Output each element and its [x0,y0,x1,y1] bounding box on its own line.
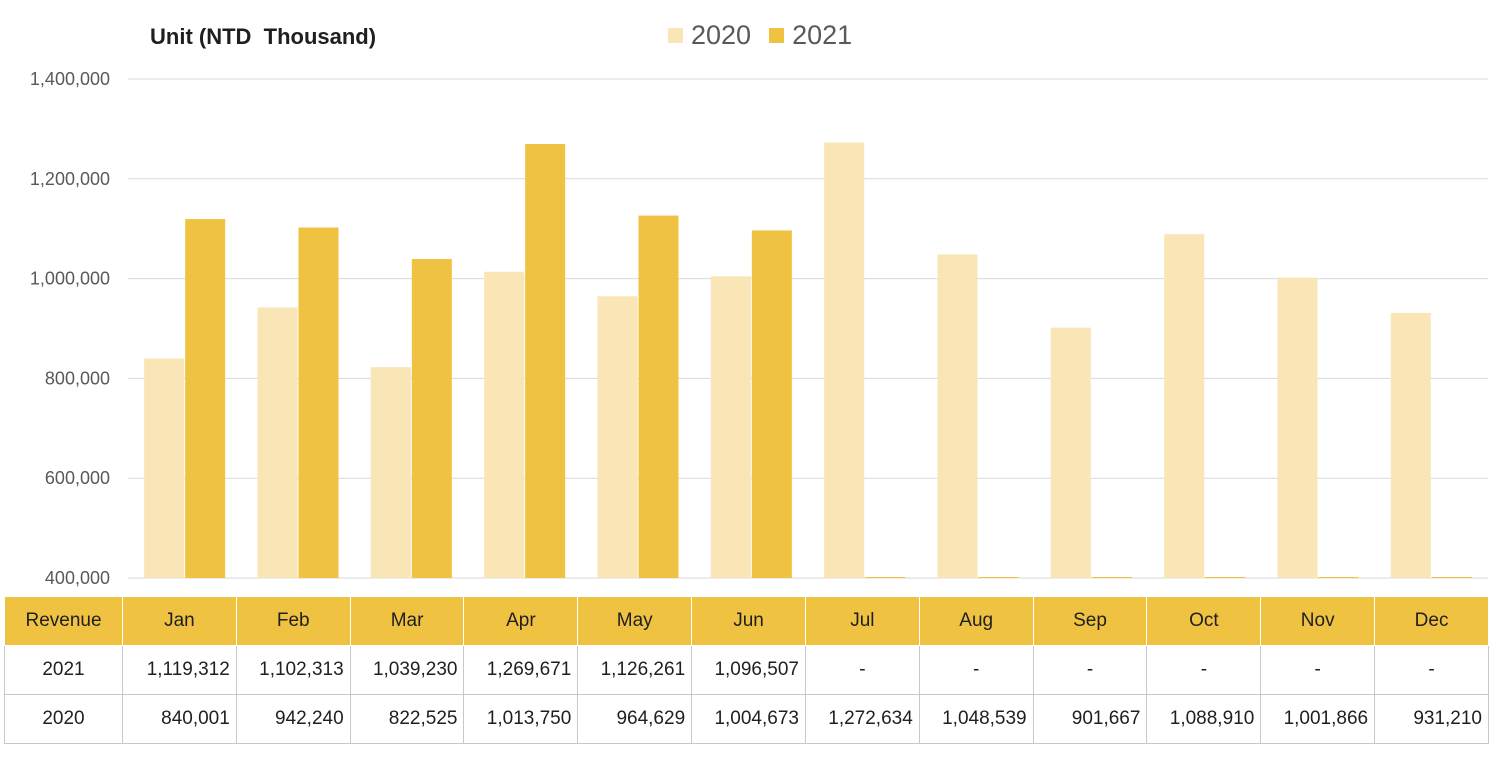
table-cell: 840,001 [122,694,237,744]
table-cell: - [1260,645,1376,695]
y-tick-label: 1,400,000 [30,69,110,89]
y-tick-label: 800,000 [45,368,110,388]
bar-2020-dec [1390,312,1431,578]
table-cell: 1,096,507 [691,645,806,695]
row-label: 2021 [4,645,123,695]
table-cell: - [804,645,920,695]
table-cell: 1,013,750 [463,694,579,744]
table-header-nov: Nov [1260,596,1376,646]
table-cell: 1,088,910 [1146,694,1262,744]
legend-label-2020: 2020 [691,20,752,50]
table-row-2020: 2020 840,001 942,240 822,525 1,013,750 964,62… [4,694,1489,744]
legend-item-2020: 2020 [668,20,751,51]
bar-2020-oct [1164,234,1205,578]
table-header-may: May [577,596,693,646]
table-cell: 1,039,230 [349,645,465,695]
table-header-oct: Oct [1146,596,1262,646]
table-header-feb: Feb [235,596,351,646]
table-cell: 1,004,673 [691,694,806,744]
bar-chart: 400,000 600,000 800,000 1,000,000 1,200,000 1… [30,69,1488,588]
row-label: 2020 [4,694,123,744]
table-cell: 1,102,313 [235,645,351,695]
bar-2021-jan [185,219,226,579]
legend-swatch-2020 [668,28,683,43]
table-cell: - [918,645,1034,695]
y-tick-label: 1,200,000 [30,169,110,189]
table-header-sep: Sep [1032,596,1148,646]
table-cell: - [1146,645,1262,695]
table-cell: 931,210 [1374,694,1489,744]
bar-2021-sep [1091,577,1132,578]
table-header-jun: Jun [691,596,806,646]
bar-2021-dec [1431,577,1472,578]
bar-2020-apr [484,271,525,578]
bar-2021-jul [865,577,906,578]
revenue-table: Revenue Jan Feb Mar Apr May Jun Jul Aug Sep Oct No… [4,596,1489,744]
legend-swatch-2021 [769,28,785,43]
bar-2020-aug [937,254,978,579]
bar-2021-feb [298,227,339,578]
table-cell: - [1032,645,1148,695]
table-header-apr: Apr [463,596,579,646]
table-cell: 1,048,539 [918,694,1034,744]
table-row-2021: 2021 1,119,312 1,102,313 1,039,230 1,269,671… [4,645,1489,695]
table-header-revenue: Revenue [4,596,123,646]
bar-2021-may [638,215,679,578]
bar-2021-mar [411,259,452,578]
bar-2020-feb [257,307,298,578]
bar-2021-jun [751,230,792,579]
table-cell: 1,001,866 [1260,694,1376,744]
bar-2020-jan [144,358,185,578]
legend-item-2021: 2021 [769,20,852,51]
table-cell: - [1374,645,1489,695]
table-cell: 1,126,261 [577,645,693,695]
y-tick-label: 400,000 [45,568,110,588]
table-cell: 1,269,671 [463,645,579,695]
table-cell: 1,272,634 [804,694,920,744]
table-header-jul: Jul [804,596,920,646]
bar-2020-mar [370,367,411,578]
bar-2020-jun [710,276,751,578]
legend-label-2021: 2021 [792,20,853,50]
bar-2021-aug [978,577,1019,578]
table-header-dec: Dec [1374,596,1489,646]
bar-2020-jul [824,142,865,578]
bar-2021-nov [1318,577,1359,578]
bar-2021-oct [1205,577,1246,578]
bar-2020-nov [1277,277,1318,578]
table-header-aug: Aug [918,596,1034,646]
table-cell: 964,629 [577,694,693,744]
y-tick-label: 1,000,000 [30,269,110,289]
bar-2020-sep [1050,327,1091,578]
table-cell: 822,525 [349,694,465,744]
table-cell: 942,240 [235,694,351,744]
table-header-row: Revenue Jan Feb Mar Apr May Jun Jul Aug Sep Oct No… [4,596,1489,646]
table-cell: 1,119,312 [122,645,237,695]
bar-2020-may [597,296,638,578]
table-cell: 901,667 [1032,694,1148,744]
table-header-mar: Mar [349,596,465,646]
legend: 2020 2021 [668,20,852,51]
table-header-jan: Jan [122,596,237,646]
unit-title: Unit (NTD Thousand) [150,24,377,49]
y-tick-label: 600,000 [45,468,110,488]
bar-2021-apr [525,144,566,578]
